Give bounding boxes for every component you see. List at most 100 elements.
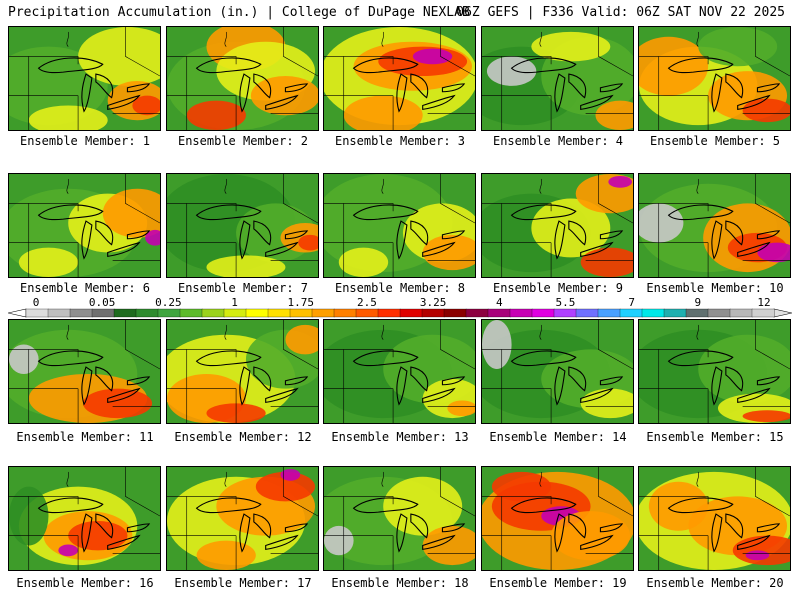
lake-huron-outline: [95, 73, 114, 99]
precip-contour-area: [102, 188, 160, 238]
lake-ontario-outline: [284, 523, 309, 533]
state-border-line: [482, 349, 552, 358]
lake-huron-outline: [410, 220, 429, 246]
colorbar-swatch: [179, 308, 203, 318]
colorbar-tick-label: 0.25: [155, 297, 182, 309]
colorbar-swatch: [443, 308, 467, 318]
state-border-line: [381, 324, 384, 340]
lake-michigan-outline: [81, 73, 93, 113]
colorbar-swatch: [333, 308, 357, 318]
lake-michigan-outline: [81, 220, 93, 260]
state-border-line: [381, 31, 384, 47]
ensemble-member-label: Ensemble Member: 11: [16, 430, 154, 444]
state-border-line: [9, 496, 79, 505]
ensemble-member-label: Ensemble Member: 16: [16, 576, 154, 590]
precip-contour-area: [186, 100, 246, 130]
lake-ontario-outline: [441, 523, 466, 533]
precip-contour-area: [196, 540, 256, 570]
precip-map-graphic: [324, 27, 475, 130]
state-border-line: [324, 56, 394, 65]
colorbar-swatch: [289, 308, 313, 318]
lake-erie-outline: [265, 534, 299, 551]
state-border-line: [324, 496, 394, 505]
lake-erie-outline: [265, 387, 299, 404]
colorbar-tick-label: 1.75: [287, 297, 314, 309]
lake-ontario-outline: [756, 83, 781, 93]
lake-erie-outline: [580, 534, 614, 551]
precip-map-graphic: [9, 320, 160, 423]
ensemble-member-label: Ensemble Member: 7: [177, 281, 309, 295]
lake-ontario-outline: [284, 376, 309, 386]
state-border-line: [440, 467, 475, 517]
colorbar-swatch: [509, 308, 533, 318]
precip-map-graphic: [9, 174, 160, 277]
ensemble-member-label: Ensemble Member: 14: [489, 430, 627, 444]
state-border-line: [539, 178, 542, 194]
lake-michigan-outline: [711, 366, 723, 406]
lake-ontario-outline: [441, 376, 466, 386]
state-border-line: [224, 31, 227, 47]
precip-contour-area: [206, 255, 286, 277]
precip-map-graphic: [167, 467, 318, 570]
precip-map-graphic: [324, 174, 475, 277]
colorbar-tick-label: 3.25: [420, 297, 447, 309]
colorbar-swatch: [399, 308, 423, 318]
colorbar-swatch: [135, 308, 159, 318]
lake-superior-outline: [352, 204, 419, 221]
lake-erie-outline: [737, 94, 771, 111]
ensemble-member-map: [481, 26, 634, 131]
state-border-line: [539, 471, 542, 487]
state-border-line: [324, 349, 394, 358]
lake-superior-outline: [37, 57, 104, 74]
lake-superior-outline: [667, 204, 734, 221]
state-border-line: [9, 349, 79, 358]
lake-superior-outline: [352, 497, 419, 514]
run-valid-time: 06Z GEFS | F336 Valid: 06Z SAT NOV 22 20…: [456, 5, 785, 20]
ensemble-member-label: Ensemble Member: 18: [331, 576, 469, 590]
ensemble-member-label: Ensemble Member: 10: [646, 281, 784, 295]
state-border-line: [639, 349, 709, 358]
ensemble-member-map: [481, 173, 634, 278]
state-border-line: [639, 496, 709, 505]
precip-contour-area: [338, 247, 389, 277]
lake-ontario-outline: [126, 230, 151, 240]
colorbar-tick-label: 9: [695, 297, 702, 309]
lake-ontario-outline: [756, 523, 781, 533]
ensemble-member-map: [638, 26, 791, 131]
lake-huron-outline: [568, 220, 587, 246]
ensemble-member-map: [638, 173, 791, 278]
colorbar-swatch: [267, 308, 291, 318]
precip-map-graphic: [482, 467, 633, 570]
lake-ontario-outline: [599, 376, 624, 386]
state-border-line: [440, 174, 475, 224]
colorbar-swatch: [707, 308, 731, 318]
lake-superior-outline: [37, 350, 104, 367]
colorbar-swatch: [597, 308, 621, 318]
ensemble-member-label: Ensemble Member: 19: [489, 576, 627, 590]
precip-contour-area: [757, 242, 790, 263]
state-border-line: [283, 320, 318, 370]
ensemble-member-map: [166, 26, 319, 131]
colorbar-swatch: [553, 308, 577, 318]
lake-ontario-outline: [599, 523, 624, 533]
state-border-line: [539, 31, 542, 47]
lake-michigan-outline: [711, 513, 723, 553]
precip-contour-area: [280, 468, 301, 481]
lake-michigan-outline: [711, 73, 723, 113]
ensemble-member-label: Ensemble Member: 5: [649, 134, 781, 148]
precip-contour-area: [639, 36, 709, 96]
state-border-line: [755, 27, 790, 77]
lake-superior-outline: [667, 57, 734, 74]
ensemble-member-label: Ensemble Member: 9: [492, 281, 624, 295]
precip-map-graphic: [639, 174, 790, 277]
lake-erie-outline: [580, 241, 614, 258]
state-border-line: [440, 27, 475, 77]
state-border-line: [66, 471, 69, 487]
lake-superior-outline: [352, 57, 419, 74]
precip-contour-area: [58, 544, 79, 557]
precipitation-colorbar: 0 0.05 0.25 1 1.75 2.5 3.25 4 5.5 7 9 12: [8, 297, 792, 318]
lake-erie-outline: [737, 534, 771, 551]
colorbar-swatch: [641, 308, 665, 318]
map-title: Precipitation Accumulation (in.) | Colle…: [8, 5, 470, 20]
lake-superior-outline: [352, 350, 419, 367]
